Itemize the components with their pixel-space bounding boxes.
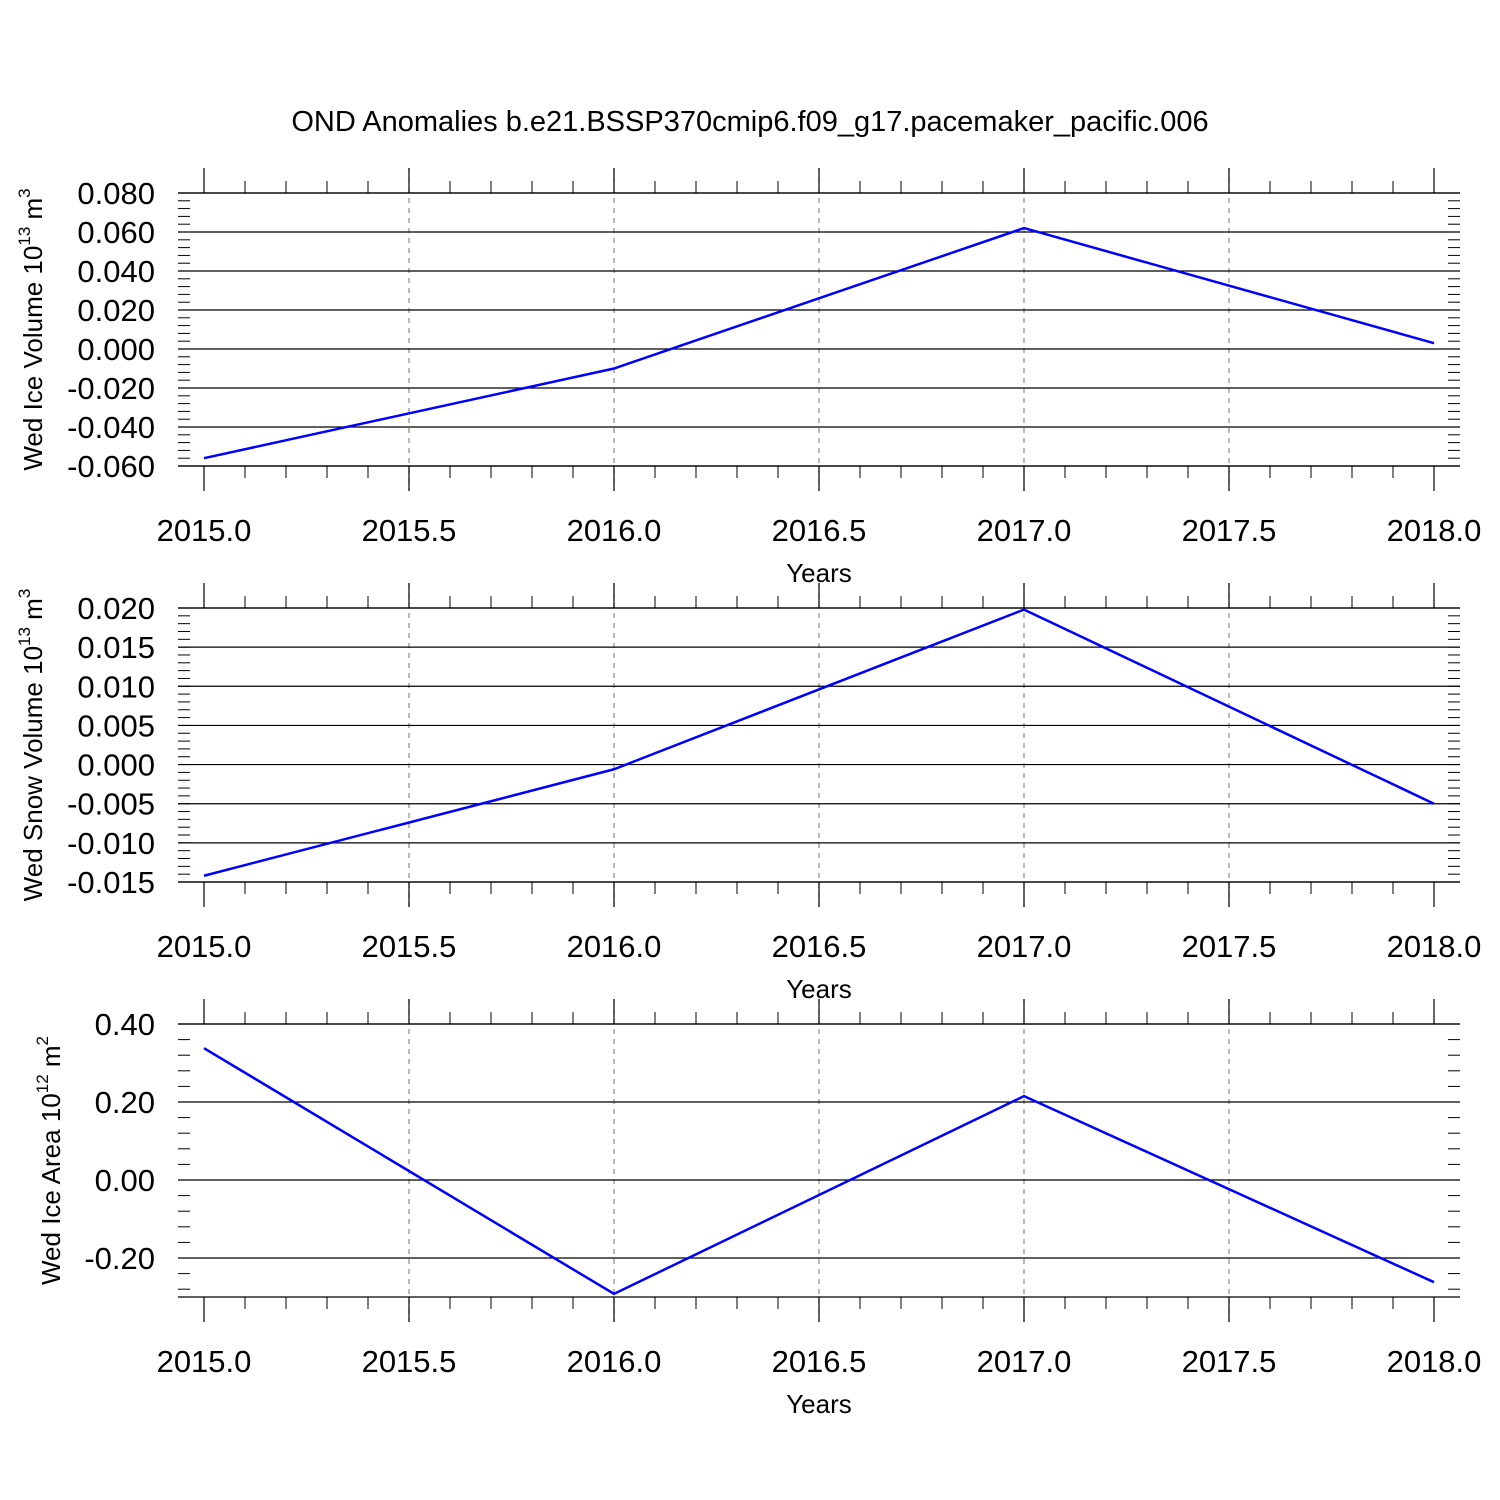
y-tick-label: 0.020 — [77, 293, 155, 328]
y-axis-label: Wed Ice Area 1012 m2 — [33, 1036, 66, 1285]
y-axis-label: Wed Snow Volume 1013 m3 — [15, 589, 48, 902]
x-tick-label: 2017.0 — [977, 513, 1072, 548]
series-line — [203, 608, 1435, 877]
panel-1: 2015.0 2015.5 2016.0 2016.5 2017.0 2017.5 2018… — [15, 168, 1481, 588]
y-tick-label: 0.080 — [77, 176, 155, 211]
y-tick-label: 0.040 — [77, 254, 155, 289]
y-tick-label: 0.015 — [77, 630, 155, 665]
y-tick-label: -0.040 — [67, 410, 155, 445]
y-tick-label: -0.010 — [67, 826, 155, 861]
y-tick-label: -0.060 — [67, 449, 155, 484]
panel-2: 2015.0 2015.5 2016.0 2016.5 2017.0 2017.5 2018… — [15, 583, 1481, 1004]
y-tick-label: 0.005 — [77, 708, 155, 743]
x-axis-label: Years — [786, 1389, 852, 1419]
x-tick-label: 2017.5 — [1182, 513, 1277, 548]
y-tick-label: 0.000 — [77, 332, 155, 367]
x-tick-label: 2016.0 — [567, 513, 662, 548]
x-tick-label: 2016.0 — [567, 1344, 662, 1379]
y-tick-label: 0.20 — [95, 1085, 155, 1120]
y-tick-label: 0.000 — [77, 748, 155, 783]
x-tick-label: 2016.5 — [772, 929, 867, 964]
x-tick-label: 2018.0 — [1387, 513, 1482, 548]
y-axis-label: Wed Ice Volume 1013 m3 — [15, 188, 48, 470]
x-tick-label: 2017.0 — [977, 929, 1072, 964]
x-tick-label: 2018.0 — [1387, 929, 1482, 964]
x-tick-label: 2016.5 — [772, 513, 867, 548]
y-tick-label: 0.010 — [77, 669, 155, 704]
x-tick-label: 2015.5 — [362, 513, 457, 548]
x-tick-label: 2016.5 — [772, 1344, 867, 1379]
panels: 2015.0 2015.5 2016.0 2016.5 2017.0 2017.5 2018… — [15, 168, 1481, 1419]
series-line — [203, 1047, 1435, 1296]
y-tick-label: 0.060 — [77, 215, 155, 250]
x-tick-label: 2017.5 — [1182, 929, 1277, 964]
x-tick-label: 2017.5 — [1182, 1344, 1277, 1379]
x-tick-label: 2018.0 — [1387, 1344, 1482, 1379]
series-line — [203, 226, 1435, 460]
y-tick-label: 0.40 — [95, 1007, 155, 1042]
y-tick-label: -0.20 — [84, 1241, 155, 1276]
y-tick-label: -0.020 — [67, 371, 155, 406]
x-tick-label: 2017.0 — [977, 1344, 1072, 1379]
panel-3: 2015.0 2015.5 2016.0 2016.5 2017.0 2017.5 2018… — [33, 999, 1481, 1419]
y-tick-label: -0.015 — [67, 865, 155, 900]
x-tick-label: 2015.0 — [157, 929, 252, 964]
y-tick-label: 0.00 — [95, 1163, 155, 1198]
x-tick-label: 2016.0 — [567, 929, 662, 964]
y-tick-label: -0.005 — [67, 787, 155, 822]
x-tick-label: 2015.5 — [362, 1344, 457, 1379]
chart-title: OND Anomalies b.e21.BSSP370cmip6.f09_g17… — [291, 106, 1208, 138]
x-tick-label: 2015.5 — [362, 929, 457, 964]
x-tick-label: 2015.0 — [157, 1344, 252, 1379]
y-tick-label: 0.020 — [77, 591, 155, 626]
x-tick-label: 2015.0 — [157, 513, 252, 548]
